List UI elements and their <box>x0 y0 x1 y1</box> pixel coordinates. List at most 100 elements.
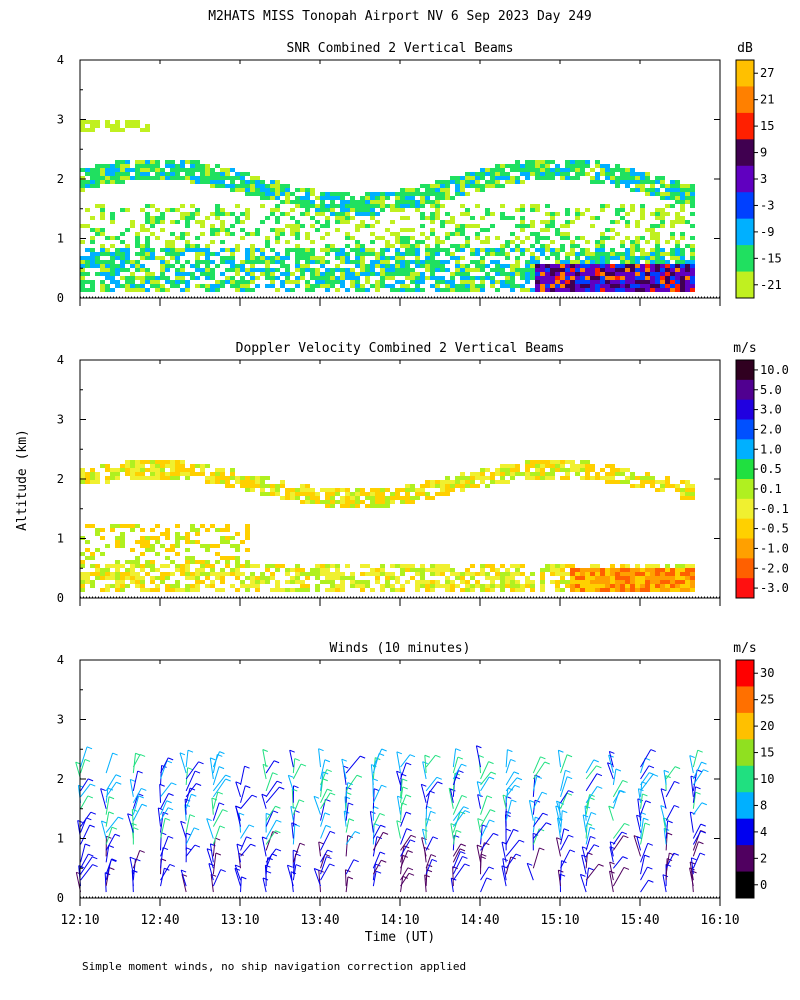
pixel <box>640 236 645 240</box>
pixel <box>570 244 575 248</box>
wind-barb-flag <box>86 746 93 750</box>
pixel <box>625 580 630 584</box>
pixel <box>420 232 425 236</box>
wind-barb-flag <box>112 752 118 756</box>
pixel <box>465 484 470 488</box>
pixel <box>180 252 185 256</box>
pixel <box>115 160 120 164</box>
pixel <box>380 488 385 492</box>
wind-barb <box>532 756 541 774</box>
pixel <box>175 568 180 572</box>
pixel <box>170 256 175 260</box>
pixel <box>100 572 105 576</box>
pixel <box>510 276 515 280</box>
pixel <box>670 248 675 252</box>
pixel <box>145 560 150 564</box>
pixel <box>620 204 625 208</box>
wind-barb <box>501 865 507 887</box>
pixel <box>190 168 195 172</box>
pixel <box>185 288 190 292</box>
pixel <box>320 580 325 584</box>
wind-barb <box>665 853 675 869</box>
pixel <box>605 176 610 180</box>
wind-barb-flag <box>373 788 380 792</box>
pixel <box>445 260 450 264</box>
pixel <box>185 472 190 476</box>
wind-barb <box>560 770 566 792</box>
pixel <box>640 268 645 272</box>
pixel <box>290 232 295 236</box>
pixel <box>320 572 325 576</box>
wind-barb-flag <box>187 767 193 771</box>
wind-barb <box>209 757 214 780</box>
pixel <box>210 580 215 584</box>
pixel <box>615 168 620 172</box>
pixel <box>445 284 450 288</box>
pixel <box>680 288 685 292</box>
wind-barb-flag <box>515 853 522 857</box>
pixel <box>635 268 640 272</box>
pixel <box>465 480 470 484</box>
pixel <box>605 164 610 168</box>
pixel <box>300 568 305 572</box>
pixel <box>605 168 610 172</box>
pixel <box>405 252 410 256</box>
pixel <box>575 256 580 260</box>
pixel <box>610 268 615 272</box>
pixel <box>185 160 190 164</box>
pixel <box>160 248 165 252</box>
pixel <box>450 488 455 492</box>
pixel <box>655 480 660 484</box>
pixel <box>440 488 445 492</box>
pixel <box>600 168 605 172</box>
pixel <box>450 276 455 280</box>
pixel <box>660 208 665 212</box>
pixel <box>105 576 110 580</box>
pixel <box>205 584 210 588</box>
wind-barb <box>585 794 591 809</box>
pixel <box>460 576 465 580</box>
pixel <box>510 464 515 468</box>
wind-barb-flag <box>90 783 96 787</box>
pixel <box>460 244 465 248</box>
pixel <box>395 208 400 212</box>
pixel <box>310 252 315 256</box>
wind-barb <box>80 864 93 881</box>
pixel <box>605 580 610 584</box>
wind-barb <box>265 805 276 821</box>
pixel <box>615 232 620 236</box>
pixel <box>655 212 660 216</box>
pixel <box>130 124 135 128</box>
pixel <box>420 204 425 208</box>
pixel <box>235 548 240 552</box>
wind-barb <box>236 844 242 863</box>
wind-barb <box>320 759 326 780</box>
pixel <box>365 280 370 284</box>
pixel <box>150 252 155 256</box>
wind-barb <box>480 776 490 792</box>
pixel <box>225 536 230 540</box>
pixel <box>470 480 475 484</box>
pixel <box>200 220 205 224</box>
pixel <box>625 272 630 276</box>
pixel <box>270 260 275 264</box>
pixel <box>320 276 325 280</box>
wind-barb <box>185 814 191 833</box>
pixel <box>245 476 250 480</box>
pixel <box>570 220 575 224</box>
pixel <box>250 180 255 184</box>
pixel <box>165 472 170 476</box>
pixel <box>675 572 680 576</box>
pixel <box>130 468 135 472</box>
wind-barb <box>480 795 488 815</box>
pixel <box>545 224 550 228</box>
wind-barb-flag <box>697 749 703 753</box>
pixel <box>350 260 355 264</box>
pixel <box>255 484 260 488</box>
pixel <box>320 204 325 208</box>
pixel <box>145 468 150 472</box>
pixel <box>465 240 470 244</box>
pixel <box>360 244 365 248</box>
pixel <box>290 224 295 228</box>
pixel <box>540 272 545 276</box>
